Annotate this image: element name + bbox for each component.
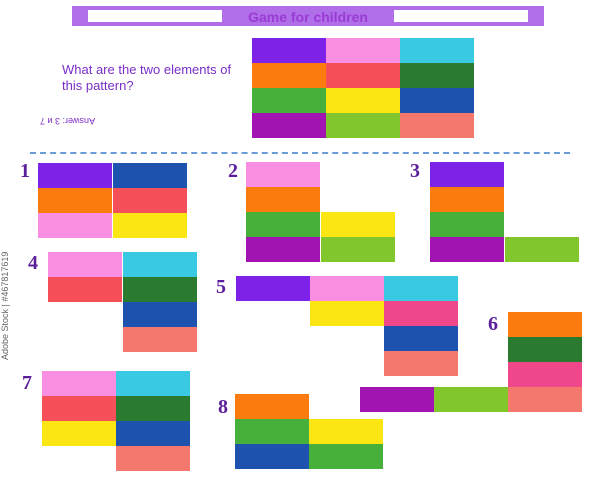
pattern-cell [252, 88, 326, 113]
option-number-7[interactable]: 7 [22, 372, 32, 394]
pattern-cell [326, 38, 400, 63]
option-7-cell [42, 421, 116, 446]
pattern-cell [326, 63, 400, 88]
option-4-cell [123, 252, 197, 277]
pattern-cell [252, 113, 326, 138]
option-5-cell [384, 326, 458, 351]
option-4-cell [48, 277, 122, 302]
option-8-cell [235, 419, 309, 444]
page-title: Game for children [248, 9, 368, 25]
option-6-cell [508, 362, 582, 387]
option-number-3[interactable]: 3 [410, 160, 420, 182]
option-1-cell [38, 188, 112, 213]
option-5-cell [310, 301, 384, 326]
divider-line [30, 152, 570, 154]
option-7-cell [42, 371, 116, 396]
option-3-cell [430, 212, 504, 237]
option-1-cell [113, 213, 187, 238]
option-7-cell [116, 421, 190, 446]
pattern-cell [252, 63, 326, 88]
option-2-cell [246, 237, 320, 262]
option-5-cell [384, 301, 458, 326]
stock-id-label: Adobe Stock | #467817619 [0, 251, 10, 360]
option-number-1[interactable]: 1 [20, 160, 30, 182]
option-4-cell [123, 302, 197, 327]
option-4-cell [123, 327, 197, 352]
option-2-cell [321, 212, 395, 237]
option-3-cell [430, 187, 504, 212]
pattern-cell [326, 113, 400, 138]
title-banner-left-inner [88, 10, 222, 22]
option-2-cell [321, 237, 395, 262]
option-number-8[interactable]: 8 [218, 396, 228, 418]
option-4-cell [48, 252, 122, 277]
option-1-cell [38, 163, 112, 188]
option-3-cell [430, 162, 504, 187]
option-number-2[interactable]: 2 [228, 160, 238, 182]
option-5-cell [384, 351, 458, 376]
option-2-cell [246, 162, 320, 187]
option-7-cell [116, 396, 190, 421]
option-1-cell [113, 188, 187, 213]
pattern-cell [400, 88, 474, 113]
option-6-cell [508, 312, 582, 337]
answer-text: Answer: 3 и 7 [40, 116, 96, 126]
pattern-cell [400, 63, 474, 88]
option-7-cell [42, 396, 116, 421]
option-2-cell [246, 187, 320, 212]
option-1-cell [38, 213, 112, 238]
option-4-cell [123, 277, 197, 302]
option-6-cell [508, 387, 582, 412]
option-8-cell [309, 444, 383, 469]
title-banner-center [232, 6, 384, 26]
option-8-cell [235, 394, 309, 419]
option-6-cell [360, 387, 434, 412]
title-banner-right-inner [394, 10, 528, 22]
pattern-cell [252, 38, 326, 63]
option-3-cell [430, 237, 504, 262]
question-text: What are the two elements of this patter… [62, 62, 232, 93]
option-8-cell [309, 419, 383, 444]
option-5-cell [236, 276, 310, 301]
option-number-6[interactable]: 6 [488, 313, 498, 335]
option-8-cell [235, 444, 309, 469]
option-7-cell [116, 371, 190, 396]
option-1-cell [113, 163, 187, 188]
option-2-cell [246, 212, 320, 237]
option-7-cell [116, 446, 190, 471]
option-6-cell [508, 337, 582, 362]
option-number-5[interactable]: 5 [216, 276, 226, 298]
option-5-cell [384, 276, 458, 301]
option-6-cell [434, 387, 508, 412]
option-3-cell [505, 237, 579, 262]
option-5-cell [310, 276, 384, 301]
pattern-cell [400, 38, 474, 63]
pattern-cell [326, 88, 400, 113]
pattern-cell [400, 113, 474, 138]
option-number-4[interactable]: 4 [28, 252, 38, 274]
